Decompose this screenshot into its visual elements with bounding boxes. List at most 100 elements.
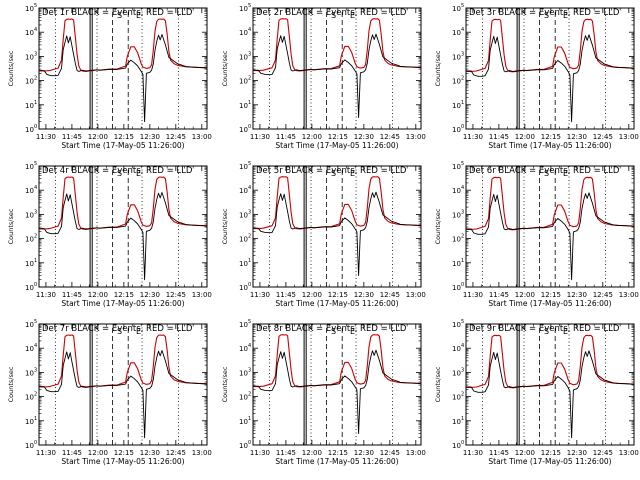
y-tick-label-base: 10 — [239, 284, 248, 292]
y-tick-label-exponent: 0 — [34, 282, 37, 288]
x-tick-label: 12:30 — [354, 291, 374, 299]
y-tick-label-base: 10 — [239, 236, 248, 244]
y-tick-label-base: 10 — [239, 53, 248, 61]
y-tick-label-exponent: 2 — [248, 392, 251, 398]
y-tick-label-exponent: 3 — [34, 51, 37, 57]
x-tick-label: 11:30 — [36, 291, 56, 299]
series-line-lld — [39, 18, 208, 72]
y-tick-label-exponent: 1 — [461, 100, 464, 106]
y-tick-label-base: 10 — [25, 29, 34, 37]
y-tick-label-base: 10 — [25, 260, 34, 268]
plot-frame — [38, 165, 208, 288]
y-tick-label-exponent: 4 — [34, 185, 37, 191]
y-tick-label-base: 10 — [25, 126, 34, 134]
x-tick-label: 12:00 — [515, 133, 535, 141]
plot-frame — [38, 7, 208, 130]
x-axis-label: Start Time (17-May-05 11:26:00) — [61, 141, 184, 150]
y-axis-label: Counts/sec — [221, 366, 229, 402]
y-tick-label-base: 10 — [452, 442, 461, 450]
x-axis-label: Start Time (17-May-05 11:26:00) — [275, 457, 398, 466]
y-tick-label-exponent: 1 — [34, 416, 37, 422]
y-tick-label-exponent: 4 — [248, 343, 251, 349]
y-tick-label-base: 10 — [239, 187, 248, 195]
y-tick-label-exponent: 4 — [34, 27, 37, 33]
x-tick-label: 12:45 — [380, 291, 400, 299]
y-tick-label-base: 10 — [25, 211, 34, 219]
y-tick-label-exponent: 1 — [34, 258, 37, 264]
x-axis-label: Start Time (17-May-05 11:26:00) — [275, 299, 398, 308]
y-axis-label: Counts/sec — [434, 208, 442, 244]
annotation-s: S — [331, 327, 336, 336]
y-tick-label-exponent: 4 — [248, 185, 251, 191]
y-tick-label-base: 10 — [25, 394, 34, 402]
y-tick-label-exponent: 1 — [461, 258, 464, 264]
y-tick-label-exponent: 0 — [34, 124, 37, 130]
y-tick-label-base: 10 — [452, 418, 461, 426]
annotation-s: S — [117, 11, 122, 20]
y-tick-label-exponent: 1 — [248, 416, 251, 422]
y-tick-label-exponent: 2 — [34, 234, 37, 240]
x-axis-label: Start Time (17-May-05 11:26:00) — [488, 299, 611, 308]
y-axis-label: Counts/sec — [434, 366, 442, 402]
y-tick-label-exponent: 4 — [34, 343, 37, 349]
series-line-events — [466, 192, 635, 281]
annotation-s: S — [117, 169, 122, 178]
y-tick-label-base: 10 — [239, 29, 248, 37]
y-tick-label-exponent: 1 — [248, 258, 251, 264]
annotation-s: S — [117, 327, 122, 336]
y-tick-label-exponent: 0 — [34, 440, 37, 446]
x-tick-label: 11:30 — [250, 133, 270, 141]
y-tick-label-base: 10 — [25, 53, 34, 61]
y-tick-label-exponent: 0 — [461, 282, 464, 288]
y-tick-label-exponent: 3 — [461, 209, 464, 215]
y-tick-label-exponent: 4 — [461, 27, 464, 33]
y-tick-label-base: 10 — [239, 369, 248, 377]
y-tick-label-base: 10 — [239, 102, 248, 110]
plot-title: Det 1r BLACK = Events, RED = LLD — [42, 8, 193, 18]
plot-title: Det 9r BLACK = Events, RED = LLD — [469, 324, 620, 334]
y-tick-label-exponent: 4 — [461, 343, 464, 349]
plot-title: Det 8r BLACK = Events, RED = LLD — [256, 324, 407, 334]
x-tick-label: 12:00 — [88, 133, 108, 141]
x-tick-label: 12:00 — [302, 291, 322, 299]
series-line-events — [466, 34, 635, 123]
y-tick-label-exponent: 3 — [34, 367, 37, 373]
y-axis-label: Counts/sec — [7, 50, 15, 86]
y-tick-label-base: 10 — [452, 345, 461, 353]
plot-title: Det 3r BLACK = Events, RED = LLD — [469, 8, 620, 18]
y-tick-label-exponent: 4 — [248, 27, 251, 33]
x-tick-label: 13:00 — [406, 133, 426, 141]
y-tick-label-exponent: 5 — [248, 3, 251, 9]
y-tick-label-base: 10 — [452, 53, 461, 61]
y-tick-label-exponent: 2 — [461, 76, 464, 82]
y-axis-label: Counts/sec — [434, 50, 442, 86]
y-tick-label-exponent: 5 — [461, 3, 464, 9]
y-tick-label-exponent: 1 — [248, 100, 251, 106]
x-tick-label: 12:30 — [354, 133, 374, 141]
series-line-events — [39, 34, 208, 123]
y-tick-label-base: 10 — [452, 211, 461, 219]
y-tick-label-base: 10 — [25, 369, 34, 377]
x-tick-label: 12:45 — [166, 133, 186, 141]
y-tick-label-base: 10 — [25, 442, 34, 450]
plot-title: Det 4r BLACK = Events, RED = LLD — [42, 166, 193, 176]
y-tick-label-exponent: 2 — [34, 392, 37, 398]
y-tick-label-base: 10 — [239, 126, 248, 134]
y-tick-label-exponent: 3 — [461, 51, 464, 57]
y-tick-label-exponent: 0 — [248, 282, 251, 288]
x-tick-label: 12:00 — [515, 291, 535, 299]
annotation-e: E — [350, 11, 355, 20]
y-tick-label-exponent: 3 — [248, 367, 251, 373]
y-axis-label: Counts/sec — [7, 366, 15, 402]
x-tick-label: 12:15 — [541, 291, 561, 299]
series-line-lld — [466, 176, 635, 231]
plot-frame — [465, 7, 635, 130]
x-tick-label: 11:45 — [489, 449, 509, 457]
x-tick-label: 11:45 — [62, 133, 82, 141]
x-tick-label: 11:30 — [463, 291, 483, 299]
x-tick-label: 12:15 — [328, 449, 348, 457]
y-tick-label-exponent: 5 — [34, 3, 37, 9]
y-tick-label-base: 10 — [452, 78, 461, 86]
y-tick-label-exponent: 1 — [34, 100, 37, 106]
